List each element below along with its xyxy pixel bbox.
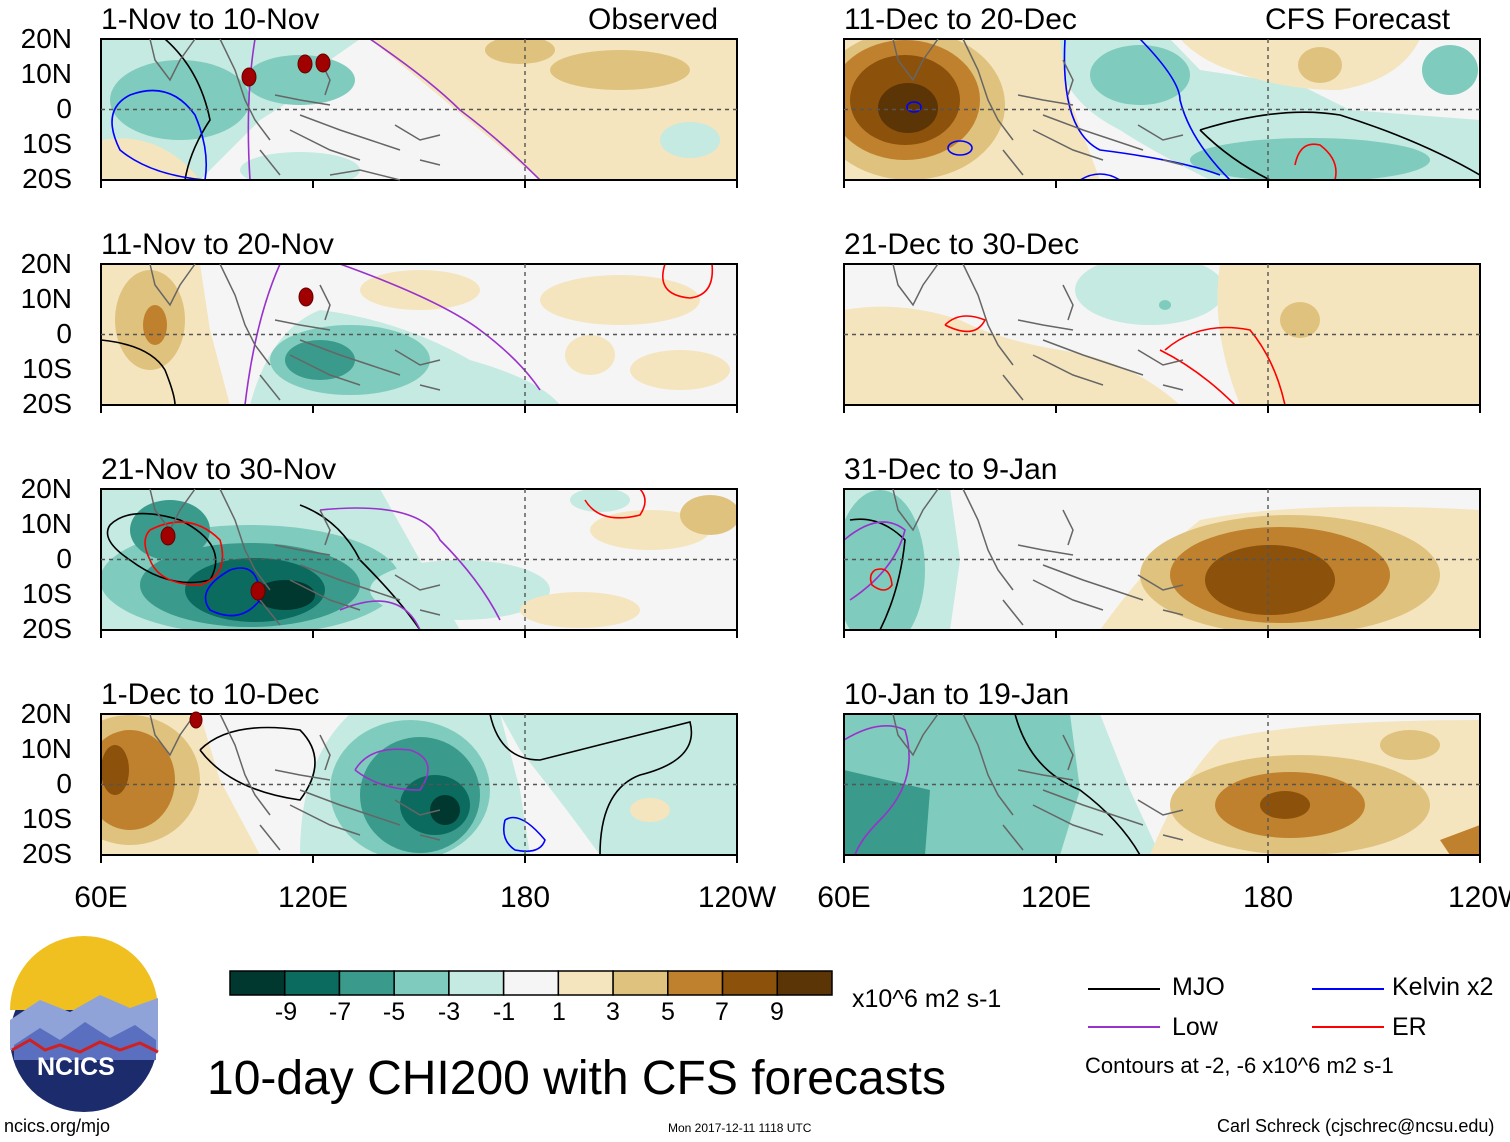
legend-label-er: ER [1392, 1013, 1427, 1041]
panel-title: 21-Dec to 30-Dec [844, 228, 1080, 261]
lon-label: 60E [817, 881, 871, 914]
legend-label-mjo: MJO [1172, 973, 1225, 1001]
map-panel-nov01 [101, 39, 737, 180]
map-panel-jan10 [844, 714, 1480, 855]
colorbar-swatch [557, 970, 614, 996]
storm-markers [160, 53, 331, 729]
lon-label: 60E [74, 881, 128, 914]
lat-label: 0 [56, 93, 72, 124]
map-panel-dec01 [101, 714, 737, 855]
colorbar-tick: 7 [715, 998, 729, 1026]
lon-label: 120W [697, 881, 777, 914]
colorbar-tick: 3 [606, 998, 620, 1026]
lat-label: 20N [20, 23, 72, 54]
lat-label: 20S [22, 613, 72, 644]
map-panel-nov11 [101, 264, 737, 405]
legend-label-low: Low [1172, 1013, 1218, 1041]
colorbar-swatch [612, 970, 669, 996]
colorbar-swatch [721, 970, 779, 996]
forecast-header: CFS Forecast [1265, 3, 1451, 36]
colorbar-swatch [338, 970, 395, 996]
observed-header: Observed [588, 3, 719, 36]
panel-title: 31-Dec to 9-Jan [844, 453, 1058, 486]
colorbar-tick: 9 [770, 998, 784, 1026]
colorbar-swatch [502, 970, 560, 996]
map-panel-nov21 [101, 489, 737, 630]
colorbar-swatch [776, 970, 833, 996]
map-panel-dec21 [844, 264, 1480, 405]
lon-label: 120E [1020, 881, 1092, 914]
legend-lines [1088, 988, 1384, 1028]
colorbar [229, 970, 833, 996]
lat-label: 10S [22, 578, 72, 609]
legend-label-kelvin: Kelvin x2 [1392, 973, 1494, 1001]
lon-label: 120E [277, 881, 349, 914]
lat-label: 10N [20, 508, 72, 539]
legend-note: Contours at -2, -6 x10^6 m2 s-1 [1085, 1053, 1394, 1078]
colorbar-tick: -9 [274, 998, 298, 1026]
colorbar-tick: -5 [382, 998, 406, 1026]
lat-label: 20N [20, 248, 72, 279]
colorbar-swatch [229, 970, 286, 996]
logo-text: NCICS [37, 1053, 115, 1081]
colorbar-tick: 1 [552, 998, 566, 1026]
footer-timestamp: Mon 2017-12-11 1118 UTC [668, 1121, 812, 1135]
panel-title: 10-Jan to 19-Jan [844, 678, 1070, 711]
map-panel-dec31 [844, 489, 1480, 630]
lat-label: 0 [56, 318, 72, 349]
lon-label: 120W [1448, 881, 1510, 914]
lon-label: 180 [499, 881, 551, 914]
lon-label: 180 [1242, 881, 1294, 914]
colorbar-tick: -7 [328, 998, 352, 1026]
storm-marker [250, 581, 266, 601]
colorbar-tick: -3 [437, 998, 461, 1026]
panel-title: 1-Dec to 10-Dec [101, 678, 320, 711]
colorbar-tick: -1 [492, 998, 516, 1026]
footer-credit: Carl Schreck (cjschrec@ncsu.edu) [1217, 1116, 1495, 1136]
lat-label: 20S [22, 163, 72, 194]
footer-url[interactable]: ncics.org/mjo [4, 1116, 111, 1136]
lat-label: 10N [20, 283, 72, 314]
colorbar-tick: 5 [661, 998, 675, 1026]
colorbar-swatch [667, 970, 724, 996]
lat-label: 20S [22, 388, 72, 419]
lat-label: 10S [22, 353, 72, 384]
colorbar-swatch [448, 970, 505, 996]
storm-marker [315, 53, 331, 73]
colorbar-units: x10^6 m2 s-1 [852, 985, 1002, 1013]
lat-label: 0 [56, 543, 72, 574]
colorbar-swatch [283, 970, 341, 996]
lat-label: 10N [20, 733, 72, 764]
lat-label: 10N [20, 58, 72, 89]
lat-label: 10S [22, 128, 72, 159]
ncics-logo [10, 936, 159, 1112]
panel-title: 11-Nov to 20-Nov [101, 228, 334, 261]
lat-label: 0 [56, 768, 72, 799]
panel-title: 21-Nov to 30-Nov [101, 453, 337, 486]
lat-label: 20N [20, 473, 72, 504]
panel-title: 11-Dec to 20-Dec [844, 3, 1077, 36]
storm-marker [298, 287, 314, 307]
main-title: 10-day CHI200 with CFS forecasts [207, 1052, 946, 1105]
storm-marker [160, 526, 176, 546]
storm-marker [241, 67, 257, 87]
map-panel-dec11 [844, 39, 1480, 180]
lat-label: 20S [22, 838, 72, 869]
lat-label: 10S [22, 803, 72, 834]
storm-marker [189, 711, 203, 729]
colorbar-swatch [393, 970, 450, 996]
storm-marker [297, 54, 313, 74]
lat-label: 20N [20, 698, 72, 729]
panel-title: 1-Nov to 10-Nov [101, 3, 320, 36]
